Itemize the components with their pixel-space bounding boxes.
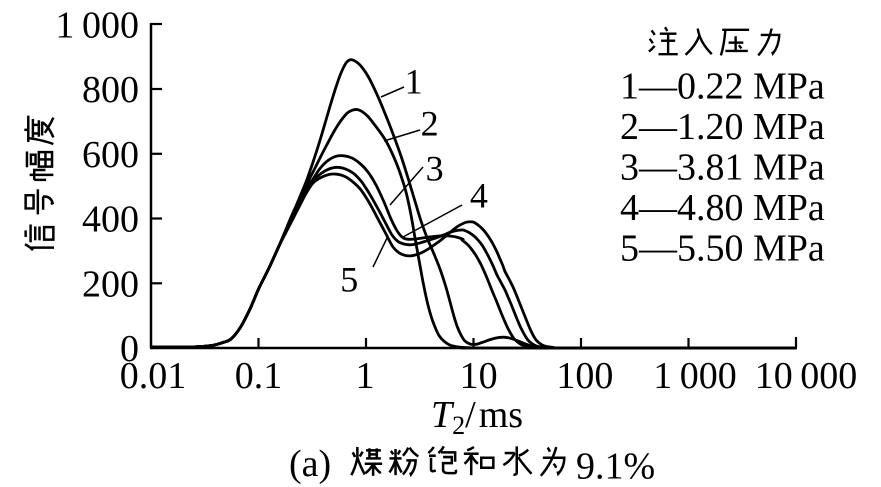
svg-text:T2/ms: T2/ms xyxy=(431,394,523,440)
svg-text:2—1.20 MPa: 2—1.20 MPa xyxy=(620,106,825,148)
svg-text:5: 5 xyxy=(340,260,358,300)
svg-text:10 000: 10 000 xyxy=(755,355,858,397)
svg-text:600: 600 xyxy=(82,134,139,176)
svg-text:800: 800 xyxy=(82,69,139,111)
svg-text:9.1%: 9.1% xyxy=(576,446,655,487)
svg-text:(a): (a) xyxy=(289,443,331,485)
svg-text:1: 1 xyxy=(405,62,423,102)
svg-text:0: 0 xyxy=(120,328,139,370)
svg-text:4: 4 xyxy=(470,176,488,216)
svg-text:0.01: 0.01 xyxy=(120,355,187,397)
svg-text:100: 100 xyxy=(556,355,613,397)
svg-text:200: 200 xyxy=(82,264,139,306)
svg-text:4—4.80 MPa: 4—4.80 MPa xyxy=(620,187,825,229)
svg-text:5—5.50 MPa: 5—5.50 MPa xyxy=(620,228,825,270)
svg-text:1—0.22 MPa: 1—0.22 MPa xyxy=(620,66,825,108)
svg-text:1: 1 xyxy=(356,355,375,397)
svg-text:3: 3 xyxy=(426,149,444,189)
svg-text:2: 2 xyxy=(421,104,439,144)
svg-text:0.1: 0.1 xyxy=(235,355,283,397)
svg-text:1 000: 1 000 xyxy=(653,355,737,397)
svg-text:400: 400 xyxy=(82,199,139,241)
svg-text:3—3.81 MPa: 3—3.81 MPa xyxy=(620,147,825,189)
svg-text:10: 10 xyxy=(460,355,498,397)
svg-text:1 000: 1 000 xyxy=(55,5,139,47)
